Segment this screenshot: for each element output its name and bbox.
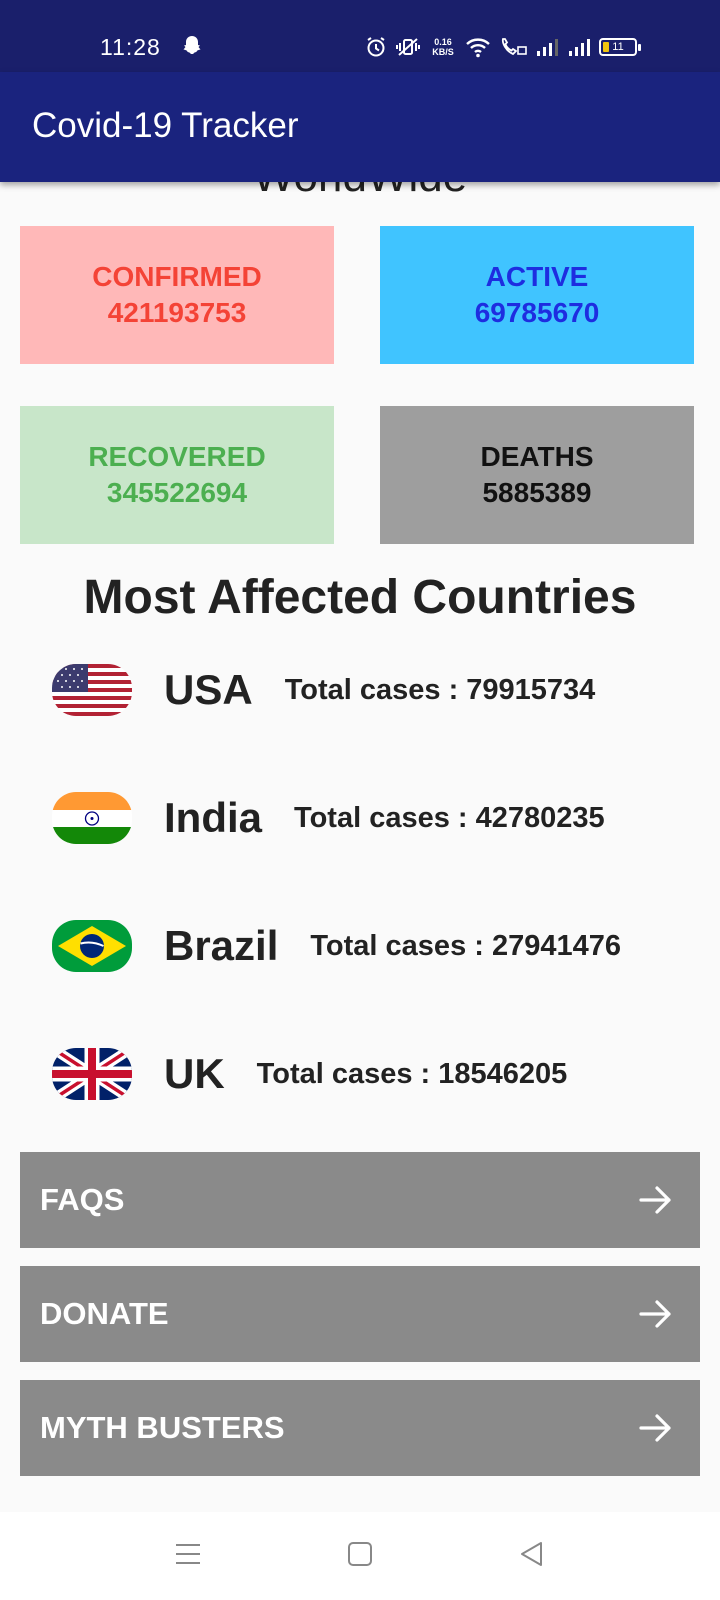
recovered-card: RECOVERED 345522694 [20,406,334,544]
home-square-icon[interactable] [346,1540,374,1573]
recovered-label: RECOVERED [88,441,266,472]
country-row-brazil[interactable]: Brazil Total cases : 27941476 [52,914,621,978]
status-time: 11:28 [100,34,161,60]
country-cases: Total cases : 42780235 [294,801,605,834]
deaths-card: DEATHS 5885389 [380,406,694,544]
donate-label: DONATE [40,1296,169,1331]
alarm-icon [365,36,387,58]
faqs-label: FAQS [40,1182,125,1217]
net-speed: 0.16 KB/S [432,37,454,57]
arrow-right-icon [639,1186,671,1214]
worldwide-heading: WorldWide [0,182,720,202]
vibrate-icon [395,36,421,58]
confirmed-card: CONFIRMED 421193753 [20,226,334,364]
battery-icon: 11 [599,38,641,56]
status-icons: 0.16 KB/S 11 [365,34,641,60]
country-row-uk[interactable]: UK Total cases : 18546205 [52,1042,567,1106]
donate-button[interactable]: DONATE [20,1266,700,1362]
menu-icon[interactable] [174,1540,202,1573]
snapchat-icon [180,34,204,58]
usa-flag-icon [52,664,132,716]
country-cases: Total cases : 79915734 [284,673,596,706]
recovered-value: 345522694 [106,477,248,508]
active-value: 69785670 [474,297,600,328]
country-row-india[interactable]: India Total cases : 42780235 [52,786,605,850]
battery-level: 11 [612,41,624,53]
system-nav-bar [0,1512,720,1600]
status-bar: 11:28 0.16 KB/S 11 [0,0,720,72]
back-triangle-icon[interactable] [518,1540,546,1573]
india-flag-icon [52,792,132,844]
most-affected-title: Most Affected Countries [83,571,637,624]
country-cases: Total cases : 27941476 [310,929,621,962]
wifi-icon [465,36,491,58]
country-cases: Total cases : 18546205 [256,1057,568,1090]
country-name: India [164,794,263,841]
confirmed-label: CONFIRMED [92,261,262,292]
call-icon [499,36,527,58]
deaths-label: DEATHS [480,441,594,472]
confirmed-value: 421193753 [107,297,247,328]
app-bar: Covid-19 Tracker [0,72,720,182]
myth-busters-button[interactable]: MYTH BUSTERS [20,1380,700,1476]
signal-icon [535,36,559,58]
main-content[interactable]: WorldWide CONFIRMED 421193753 ACTIVE 697… [0,182,720,1512]
app-title: Covid-19 Tracker [32,106,299,145]
brazil-flag-icon [52,920,132,972]
active-label: ACTIVE [485,261,589,292]
signal-icon [567,36,591,58]
deaths-value: 5885389 [482,477,592,508]
active-card: ACTIVE 69785670 [380,226,694,364]
faqs-button[interactable]: FAQS [20,1152,700,1248]
country-name: Brazil [164,922,279,969]
myth-busters-label: MYTH BUSTERS [40,1410,285,1445]
country-name: UK [164,1050,225,1097]
arrow-right-icon [639,1300,671,1328]
country-row-usa[interactable]: USA Total cases : 79915734 [52,658,595,722]
arrow-right-icon [639,1414,671,1442]
uk-flag-icon [52,1048,132,1100]
country-name: USA [164,666,253,713]
